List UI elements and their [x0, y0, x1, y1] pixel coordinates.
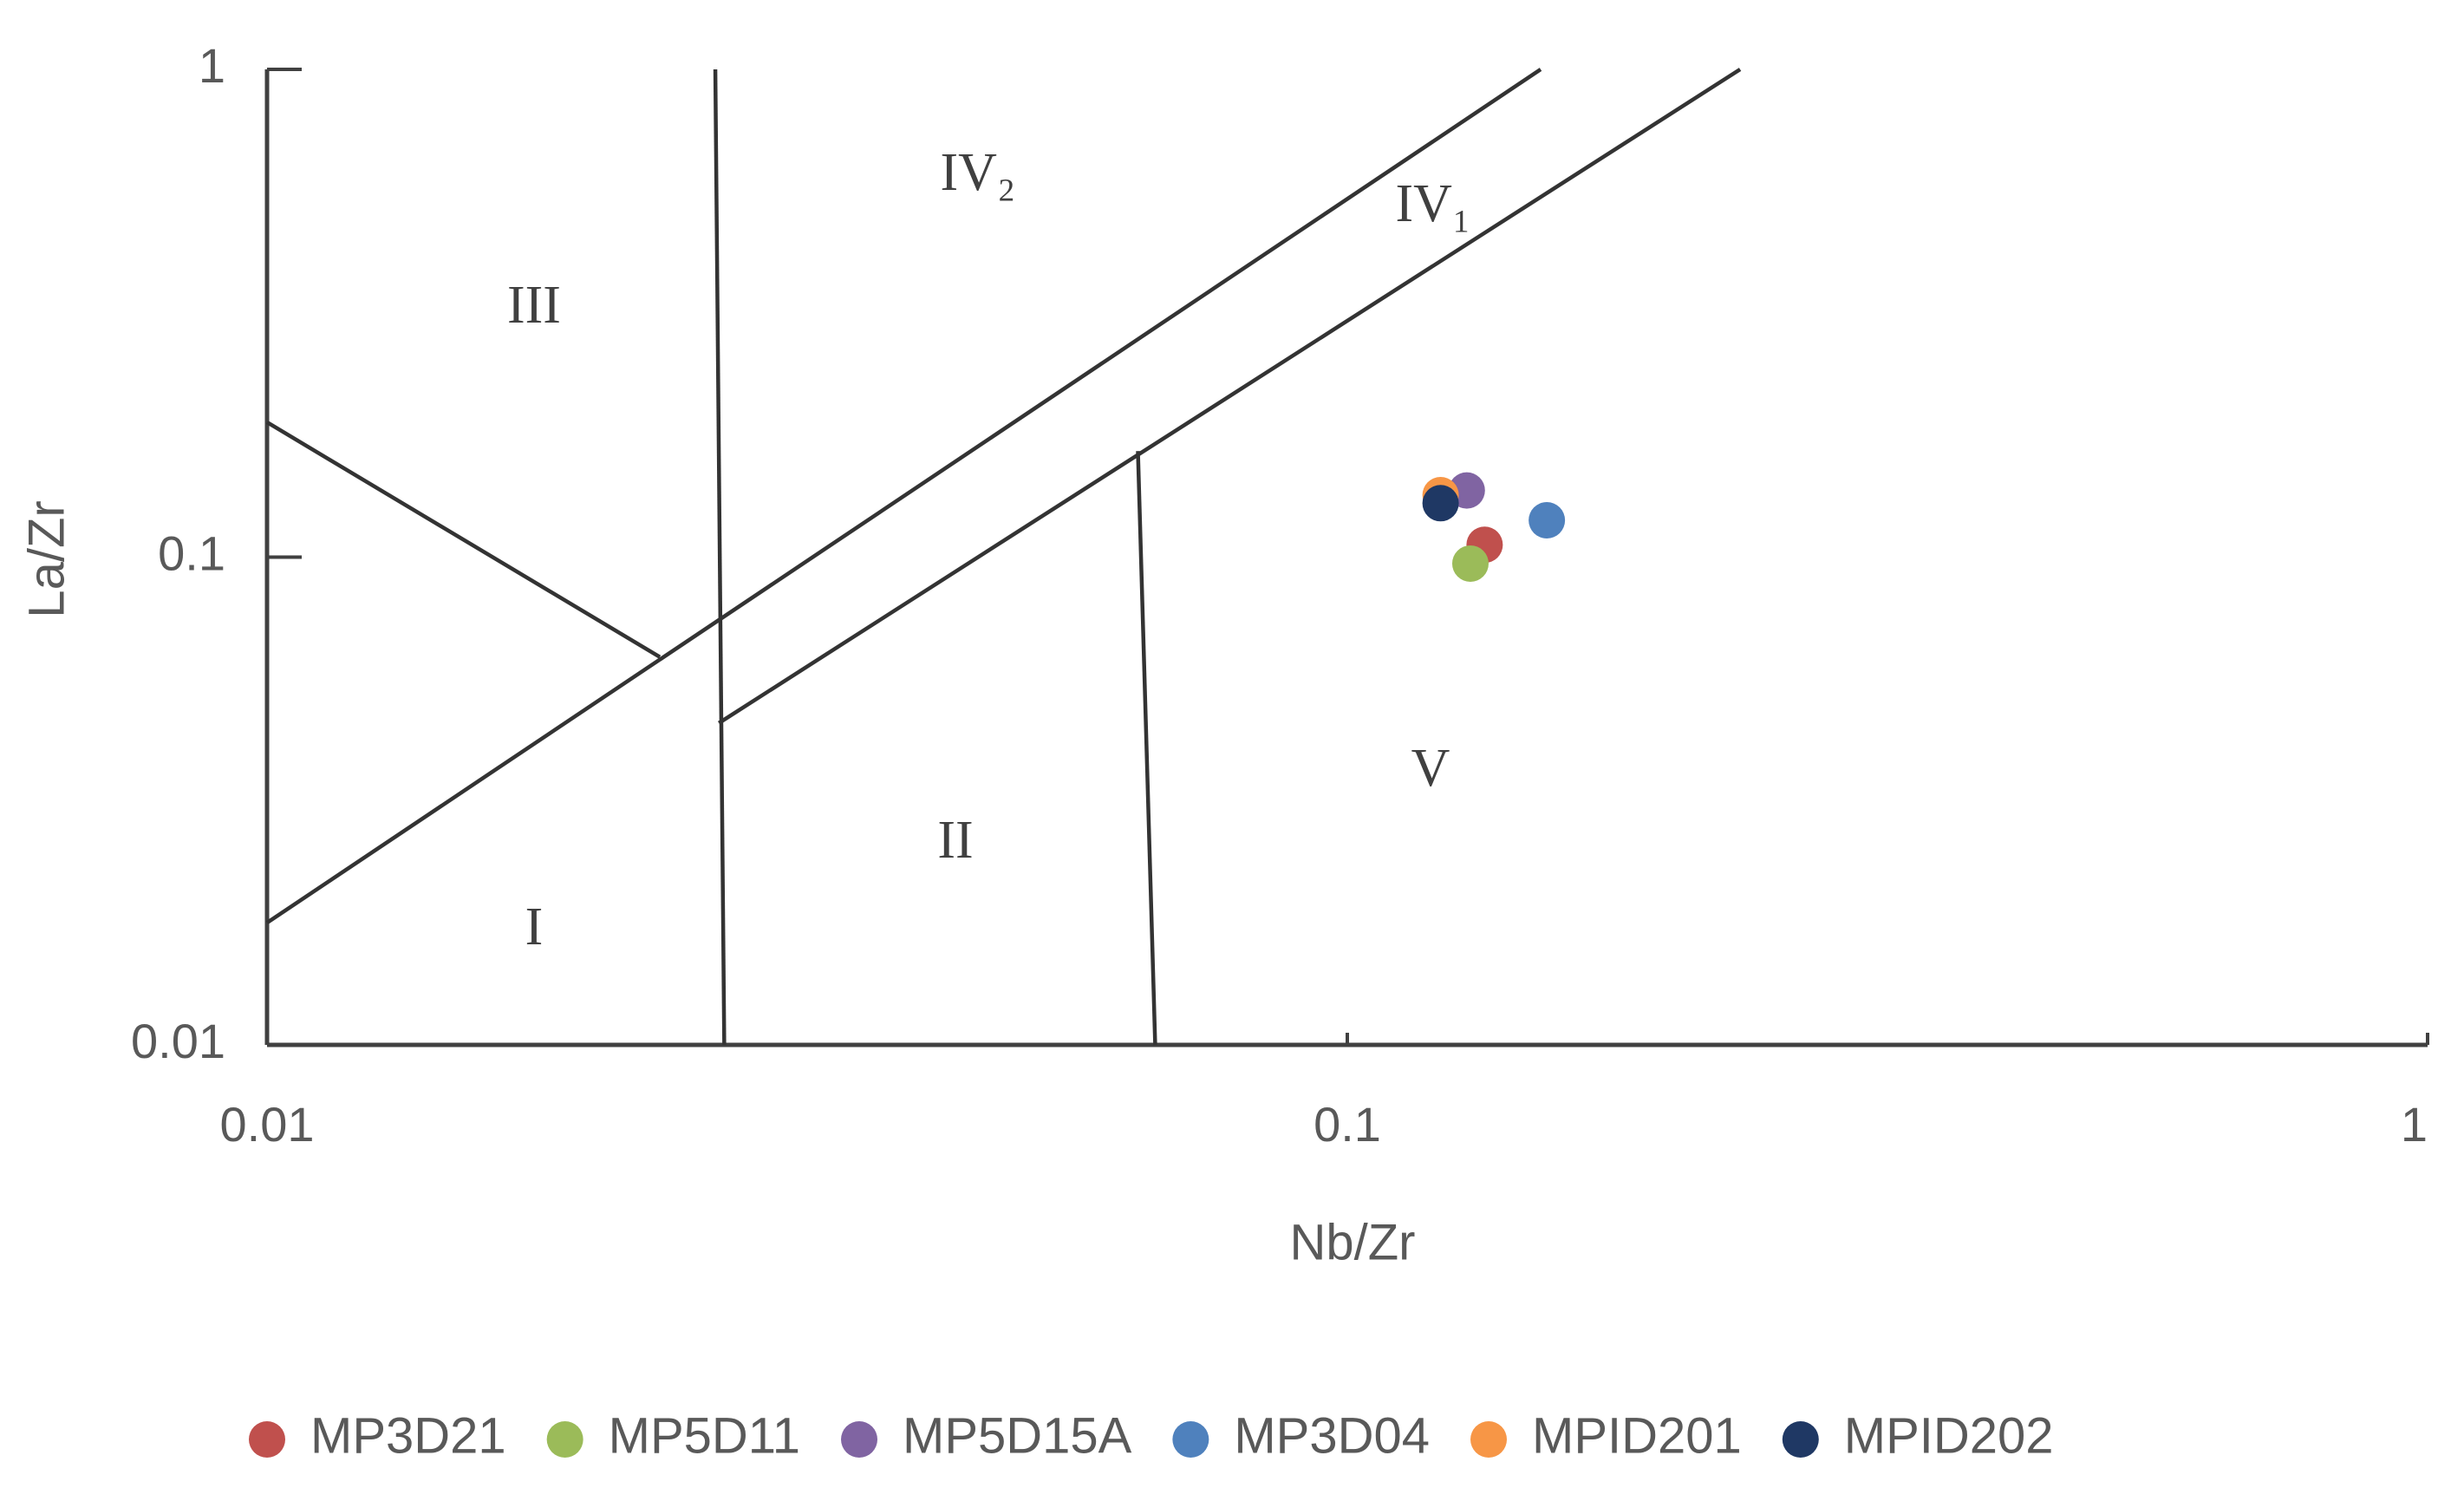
x-tick-label: 0.1: [1313, 1097, 1381, 1152]
legend-label: MPID202: [1844, 1407, 2054, 1464]
boundary-line: [1136, 451, 1157, 1046]
boundary-line: [713, 69, 727, 1046]
region-label: III: [507, 276, 561, 335]
y-tick-label: 0.1: [158, 525, 225, 580]
y-tick-label: 1: [199, 38, 225, 93]
x-axis-title: Nb/Zr: [1290, 1214, 1416, 1270]
region-label: I: [525, 897, 544, 956]
legend-label: MP3D04: [1234, 1407, 1430, 1464]
legend-marker: [1782, 1421, 1819, 1458]
legend-marker: [249, 1421, 285, 1458]
legend-label: MPID201: [1532, 1407, 1742, 1464]
y-axis-title: La/Zr: [18, 500, 75, 617]
boundary-line: [265, 421, 662, 659]
data-point: [1529, 502, 1566, 539]
legend-label: MP5D11: [609, 1407, 800, 1464]
data-point: [1422, 485, 1459, 522]
legend-label: MP3D21: [310, 1407, 506, 1464]
legend-marker: [1470, 1421, 1508, 1458]
legend-marker: [546, 1421, 583, 1458]
boundary-line: [265, 68, 1542, 925]
x-tick-label: 0.01: [220, 1097, 315, 1152]
region-label: IV₂: [940, 143, 1015, 202]
region-label: IV₁: [1395, 174, 1470, 233]
legend-marker: [1172, 1421, 1209, 1458]
y-tick-label: 0.01: [131, 1014, 225, 1068]
boundary-line: [717, 68, 1742, 725]
region-label: II: [937, 811, 973, 870]
legend-marker: [841, 1421, 878, 1458]
data-point: [1451, 545, 1489, 582]
x-tick-label: 1: [2401, 1097, 2428, 1152]
legend-label: MP5D15A: [903, 1407, 1132, 1464]
region-label: V: [1411, 739, 1450, 798]
